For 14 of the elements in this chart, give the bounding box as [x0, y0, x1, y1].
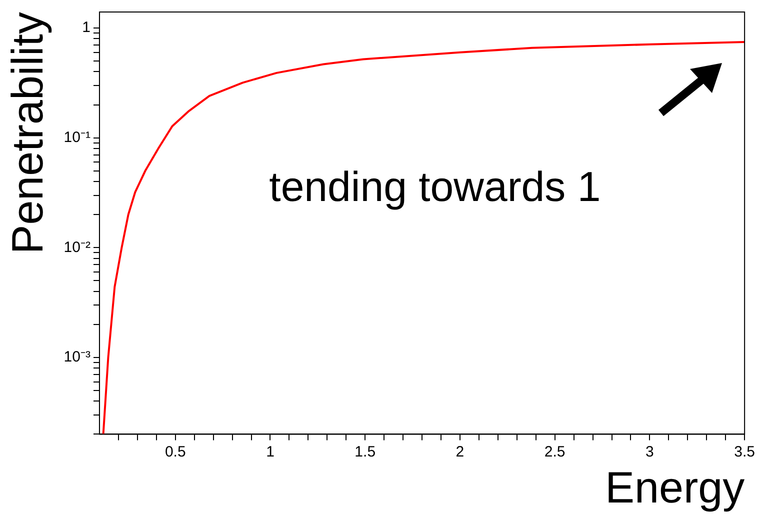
x-tick-label: 3.5 — [734, 443, 756, 460]
annotation: tending towards 1 — [269, 162, 601, 210]
x-tick-label: 1.5 — [354, 443, 376, 460]
x-tick-label: 2.5 — [544, 443, 566, 460]
x-axis-title: Energy — [605, 464, 745, 513]
y-axis-title: Penetrability — [4, 12, 53, 254]
y-tick-label: 10⁻³ — [64, 348, 90, 366]
x-tick-label: 3 — [646, 443, 654, 460]
y-tick-label: 10⁻¹ — [64, 128, 90, 146]
x-tick-label: 2 — [456, 443, 464, 460]
y-tick-label: 1 — [82, 19, 90, 36]
x-tick-label: 1 — [266, 443, 274, 460]
x-tick-label: 0.5 — [164, 443, 186, 460]
y-tick-label: 10⁻² — [64, 238, 90, 256]
